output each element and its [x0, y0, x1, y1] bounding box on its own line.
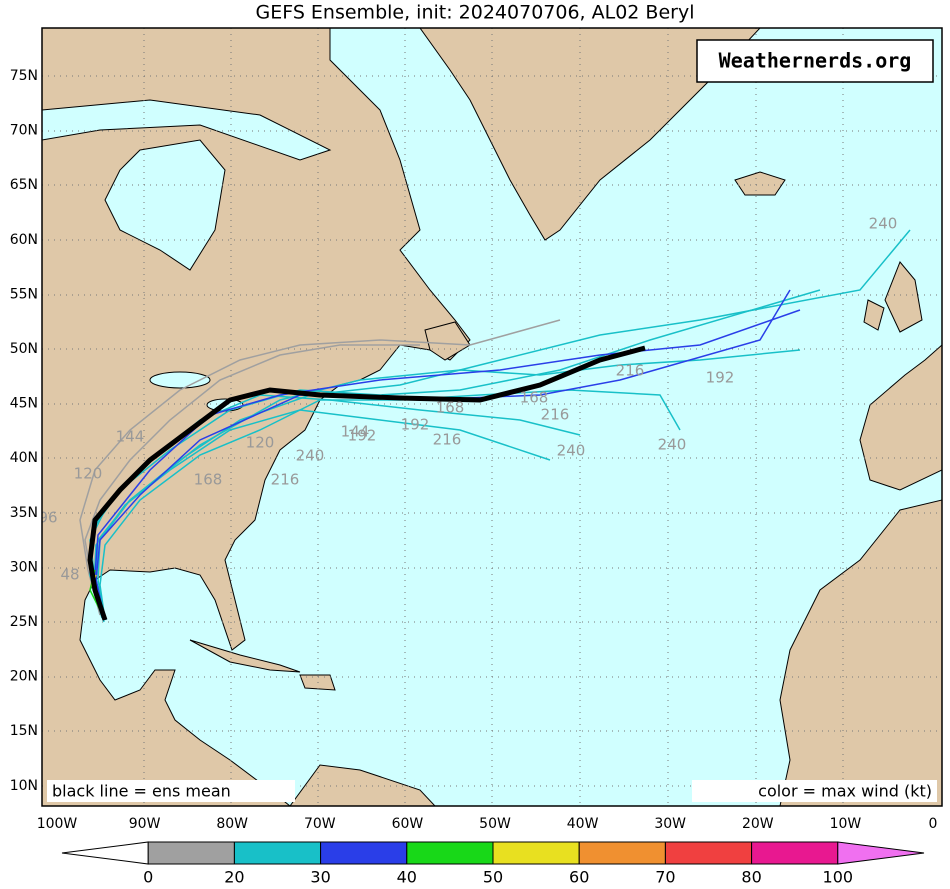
track-hour-label: 192	[401, 416, 430, 434]
track-hour-label: 240	[296, 447, 325, 465]
ensemble-mean-track	[87, 345, 646, 621]
lat-label: 45N	[10, 396, 38, 412]
grid	[42, 28, 942, 806]
track-hour-label: 216	[616, 362, 645, 380]
lon-label: 40W	[567, 816, 599, 832]
track-hour-label: 168	[194, 471, 223, 489]
track-hour-label: 168	[520, 389, 549, 407]
arctic-channel	[42, 99, 332, 161]
colorbar-segment	[233, 841, 322, 865]
lat-label: 50N	[10, 341, 38, 357]
axis-labels: 75N 70N 65N 60N 55N 50N 45N 40N 35N 30N 25N 20N 15N 1…	[10, 68, 938, 832]
lon-label: 60W	[392, 816, 424, 832]
colorbar: 0 20 30 40 50 60 70 80 100	[61, 841, 925, 887]
south-america	[289, 764, 436, 806]
track-hour-label: 240	[658, 436, 687, 454]
africa	[779, 499, 942, 806]
track-hour-label: 144	[116, 428, 145, 446]
lon-label: 0	[929, 816, 938, 832]
lon-label: 10W	[830, 816, 862, 832]
track-hour-label: 144	[341, 423, 370, 441]
colorbar-segment	[320, 841, 408, 865]
track-hour-label: 240	[869, 215, 898, 233]
track-hour-label: 96	[38, 509, 57, 527]
lat-label: 30N	[10, 559, 38, 575]
cuba	[189, 639, 301, 673]
track-hour-label: 216	[433, 431, 462, 449]
title: GEFS Ensemble, init: 2024070706, AL02 Be…	[256, 2, 695, 24]
colorbar-segment	[61, 841, 149, 865]
watermark: Weathernerds.org	[719, 49, 912, 73]
colorbar-label: 20	[224, 868, 244, 887]
colorbar-segment	[492, 841, 580, 865]
colorbar-label: 80	[741, 868, 761, 887]
colorbar-segment	[751, 841, 839, 865]
lat-label: 10N	[10, 778, 38, 794]
lat-label: 40N	[10, 450, 38, 466]
colorbar-label: 100	[823, 868, 854, 887]
lat-label: 55N	[10, 286, 38, 302]
colorbar-segment	[664, 841, 753, 865]
track-hour-label: 168	[436, 399, 465, 417]
note-box	[47, 780, 295, 802]
colorbar-label: 40	[397, 868, 417, 887]
lon-label: 20W	[742, 816, 774, 832]
lon-label: 90W	[129, 816, 161, 832]
track-hour-label: 120	[246, 434, 275, 452]
track-hour-label: 48	[60, 566, 79, 584]
lon-label: 50W	[479, 816, 511, 832]
colorbar-label: 60	[569, 868, 589, 887]
lon-label: 100W	[37, 816, 78, 832]
lon-label: 70W	[304, 816, 336, 832]
lat-label: 15N	[10, 723, 38, 739]
lat-label: 25N	[10, 614, 38, 630]
note: black line = ens mean	[52, 782, 231, 801]
watermark-box	[696, 39, 934, 83]
colorbar-label: 0	[143, 868, 153, 887]
colorbar-segment	[837, 841, 925, 865]
lat-label: 75N	[10, 68, 38, 84]
great-lakes	[149, 371, 211, 389]
colorbar-label: 50	[483, 868, 503, 887]
track-hour-label: 192	[348, 427, 377, 445]
colorbar-segment	[578, 841, 666, 865]
colorbar-label: 70	[655, 868, 675, 887]
note-box	[692, 780, 937, 802]
lon-label: 30W	[654, 816, 686, 832]
colorbar-segment	[147, 841, 235, 865]
track-hour-label: 240	[557, 442, 586, 460]
europe	[859, 344, 942, 491]
hudson-bay	[104, 139, 226, 271]
lat-label: 60N	[10, 232, 38, 248]
ensemble-tracks	[79, 229, 911, 623]
lat-label: 65N	[10, 177, 38, 193]
map-frame	[41, 27, 943, 807]
iceland	[734, 171, 786, 196]
note: color = max wind (kt)	[758, 782, 932, 801]
colorbar-label: 30	[310, 868, 330, 887]
great-britain	[884, 261, 923, 333]
track-hour-label: 192	[706, 369, 735, 387]
track-hour-label: 216	[541, 406, 570, 424]
ireland	[863, 299, 885, 331]
lat-label: 35N	[10, 505, 38, 521]
colorbar-segment	[406, 841, 494, 865]
track-hour-label: 216	[271, 471, 300, 489]
newfoundland	[424, 321, 471, 361]
track-hour-label: 120	[74, 465, 103, 483]
lat-label: 20N	[10, 669, 38, 685]
lon-label: 80W	[216, 816, 248, 832]
lat-label: 70N	[10, 123, 38, 139]
